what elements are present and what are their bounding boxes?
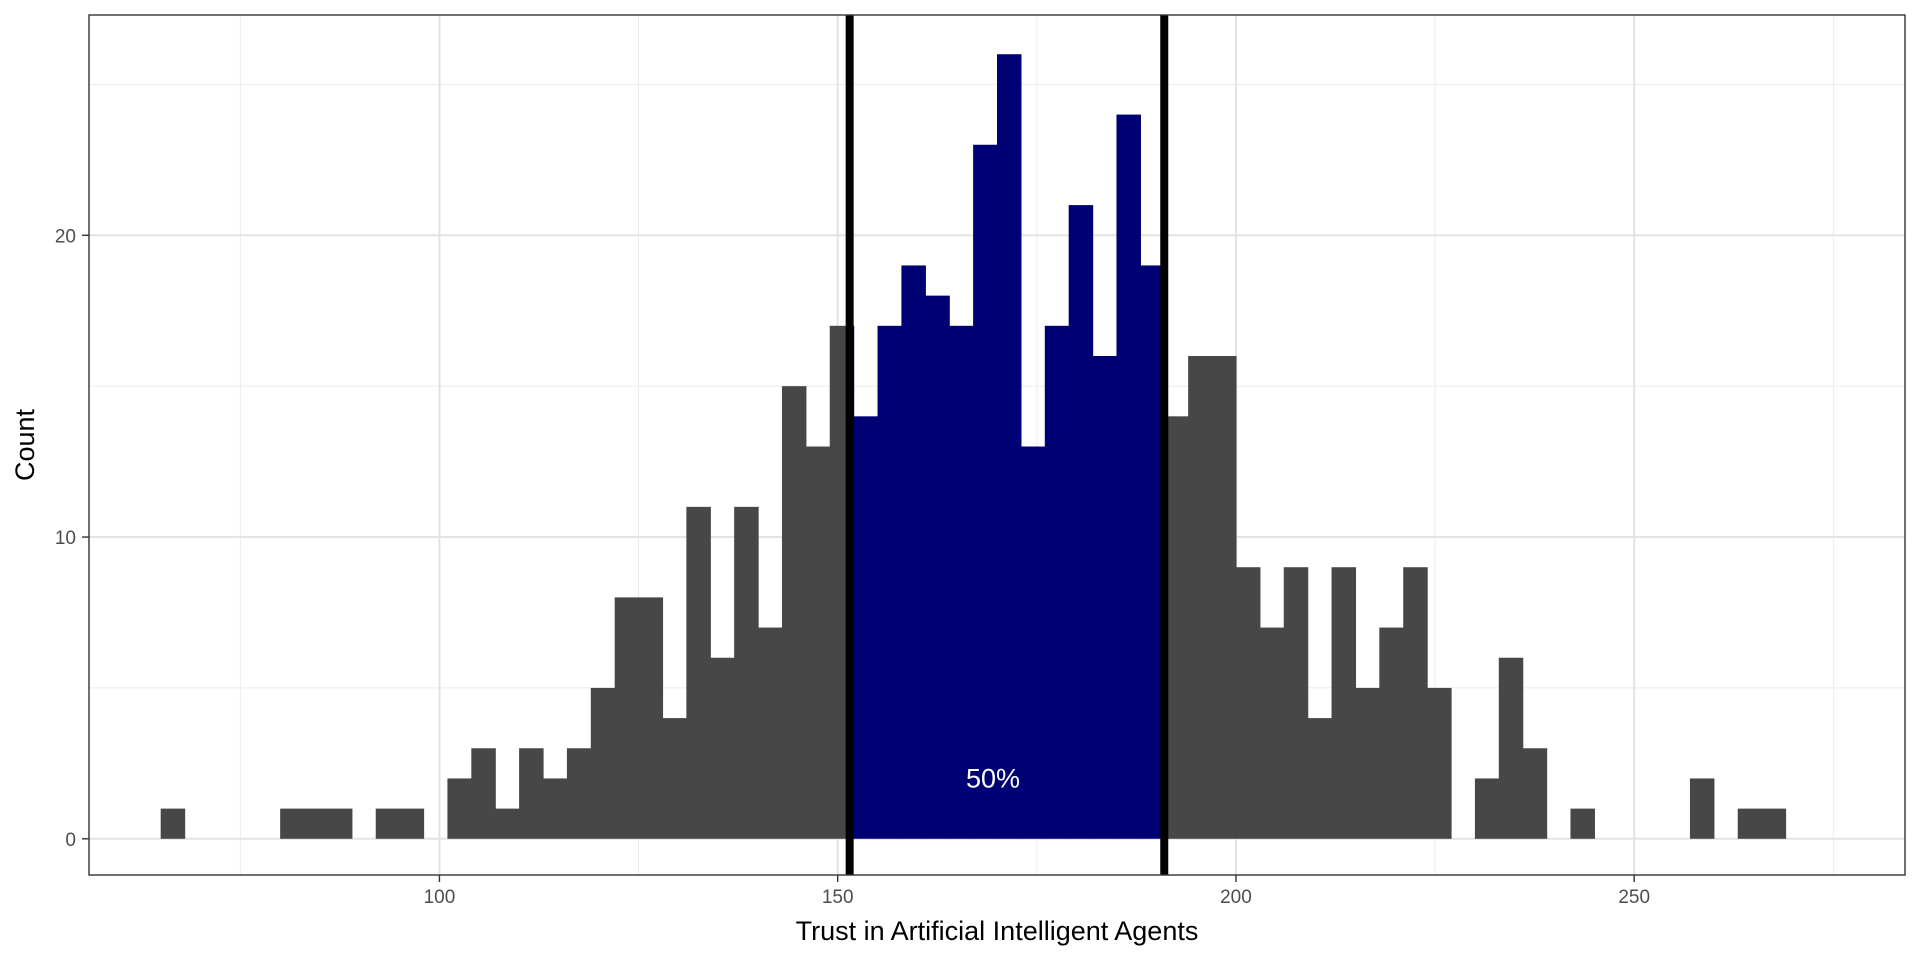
histogram-bar (1188, 355, 1213, 839)
histogram-bar (495, 808, 520, 839)
x-tick-label: 100 (424, 887, 456, 908)
histogram-bar (1164, 416, 1189, 839)
histogram-bar-highlighted (925, 295, 950, 839)
histogram-bar-highlighted (997, 54, 1022, 839)
y-tick-label: 0 (65, 830, 76, 851)
histogram-bar-highlighted (1116, 114, 1141, 839)
histogram-bar (1522, 748, 1548, 839)
histogram-bar-highlighted (877, 325, 903, 839)
histogram-bar (1737, 808, 1763, 839)
histogram-bar (375, 808, 401, 839)
histogram-bar (1474, 778, 1500, 839)
x-tick-label: 150 (822, 887, 854, 908)
histogram-bar (638, 597, 664, 839)
histogram-bar (1259, 627, 1285, 839)
histogram-bar (781, 386, 807, 839)
histogram-bar (1761, 808, 1787, 839)
histogram-bar (758, 627, 783, 839)
histogram-bar (447, 778, 472, 839)
histogram-bar (829, 325, 851, 839)
histogram-bar (1283, 567, 1309, 839)
histogram-bar-highlighted (1068, 205, 1094, 839)
percent-annotation: 50% (966, 763, 1020, 793)
histogram-bar-highlighted (901, 265, 926, 839)
axis-ticks: 100 150 200 250 0 10 20 (55, 226, 1650, 908)
histogram-bar (1427, 687, 1452, 839)
histogram-bar (734, 506, 759, 839)
x-tick-label: 200 (1220, 887, 1252, 908)
histogram-bar (1235, 567, 1261, 839)
x-tick-label: 250 (1618, 887, 1650, 908)
plot-border (88, 14, 1906, 876)
y-tick-label: 20 (55, 226, 76, 247)
histogram-bar (590, 687, 616, 839)
bars (160, 54, 1787, 839)
histogram-bar-highlighted (1044, 325, 1070, 839)
histogram-bar (1689, 778, 1715, 839)
histogram-bar (1355, 687, 1380, 839)
histogram-bar-highlighted (1092, 355, 1118, 839)
histogram-bar (710, 657, 735, 839)
histogram-bar (304, 808, 329, 839)
histogram-bar (471, 748, 496, 839)
reference-lines (845, 15, 1169, 875)
histogram-bar (543, 778, 568, 839)
y-axis-title: Count (10, 408, 40, 481)
histogram-bar-highlighted (1020, 446, 1046, 839)
histogram-bar-highlighted (853, 416, 879, 839)
histogram-bar (280, 808, 305, 839)
histogram-bar (662, 718, 687, 839)
histogram-bar (805, 446, 831, 839)
histogram-bar (1403, 567, 1428, 839)
histogram-bar (1307, 718, 1333, 839)
histogram-bar (519, 748, 544, 839)
histogram-bar (327, 808, 353, 839)
y-tick-label: 10 (55, 528, 76, 549)
histogram-bar (1498, 657, 1524, 839)
x-axis-title: Trust in Artificial Intelligent Agents (796, 916, 1199, 946)
histogram-bar (1379, 627, 1404, 839)
histogram-bar-highlighted (949, 325, 974, 839)
histogram-bar (1331, 567, 1357, 839)
histogram-bar (1570, 808, 1595, 839)
histogram-bar (399, 808, 425, 839)
histogram-bar (160, 808, 186, 839)
histogram-bar (566, 748, 592, 839)
histogram-bar (1212, 355, 1237, 839)
histogram-bar (614, 597, 640, 839)
histogram-bar (686, 506, 711, 839)
histogram-bar-highlighted (973, 144, 998, 839)
